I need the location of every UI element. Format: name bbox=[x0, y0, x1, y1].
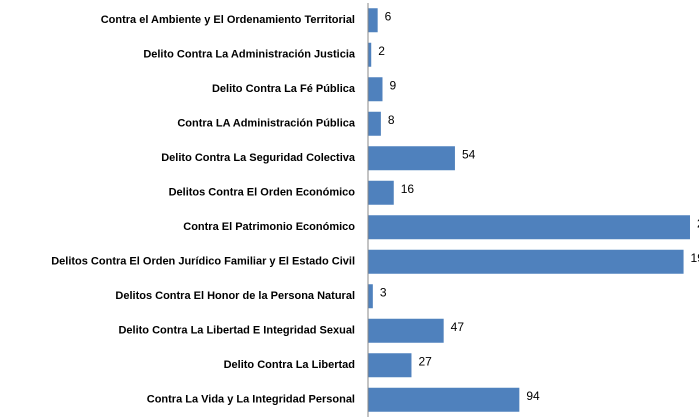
bar bbox=[368, 111, 381, 136]
category-label: Contra El Patrimonio Económico bbox=[183, 221, 355, 233]
category-label: Delito Contra La Libertad E Integridad S… bbox=[118, 325, 355, 337]
category-label: Delito Contra La Administración Justicia bbox=[143, 49, 356, 61]
bar bbox=[368, 353, 412, 378]
data-label: 6 bbox=[385, 9, 392, 23]
bar bbox=[368, 387, 520, 412]
bar bbox=[368, 249, 684, 274]
data-label: 27 bbox=[418, 354, 432, 368]
bar bbox=[368, 8, 378, 33]
bar bbox=[368, 146, 455, 171]
data-label: 47 bbox=[451, 320, 465, 334]
data-label: 8 bbox=[388, 113, 395, 127]
category-label: Contra LA Administración Pública bbox=[177, 118, 356, 130]
bar bbox=[368, 284, 373, 309]
category-label: Delito Contra La Libertad bbox=[224, 359, 355, 371]
category-label: Delito Contra La Seguridad Colectiva bbox=[161, 152, 356, 164]
category-label: Contra La Vida y La Integridad Personal bbox=[147, 394, 355, 406]
bar bbox=[368, 77, 383, 102]
bar bbox=[368, 215, 690, 240]
bar bbox=[368, 180, 394, 205]
category-label: Delito Contra La Fé Pública bbox=[212, 83, 356, 95]
bar bbox=[368, 318, 444, 343]
data-label: 54 bbox=[462, 147, 476, 161]
category-label: Delitos Contra El Orden Económico bbox=[169, 187, 356, 199]
category-label: Delitos Contra El Orden Jurídico Familia… bbox=[51, 256, 355, 268]
category-label: Contra el Ambiente y El Ordenamiento Ter… bbox=[101, 14, 355, 26]
data-label: 196 bbox=[691, 251, 699, 265]
data-label: 9 bbox=[389, 78, 396, 92]
data-label: 2 bbox=[378, 44, 385, 58]
data-label: 94 bbox=[526, 389, 540, 403]
bar bbox=[368, 42, 372, 67]
data-label: 200 bbox=[697, 216, 699, 230]
data-label: 3 bbox=[380, 285, 387, 299]
data-label: 16 bbox=[401, 182, 415, 196]
category-label: Delitos Contra El Honor de la Persona Na… bbox=[115, 290, 355, 302]
